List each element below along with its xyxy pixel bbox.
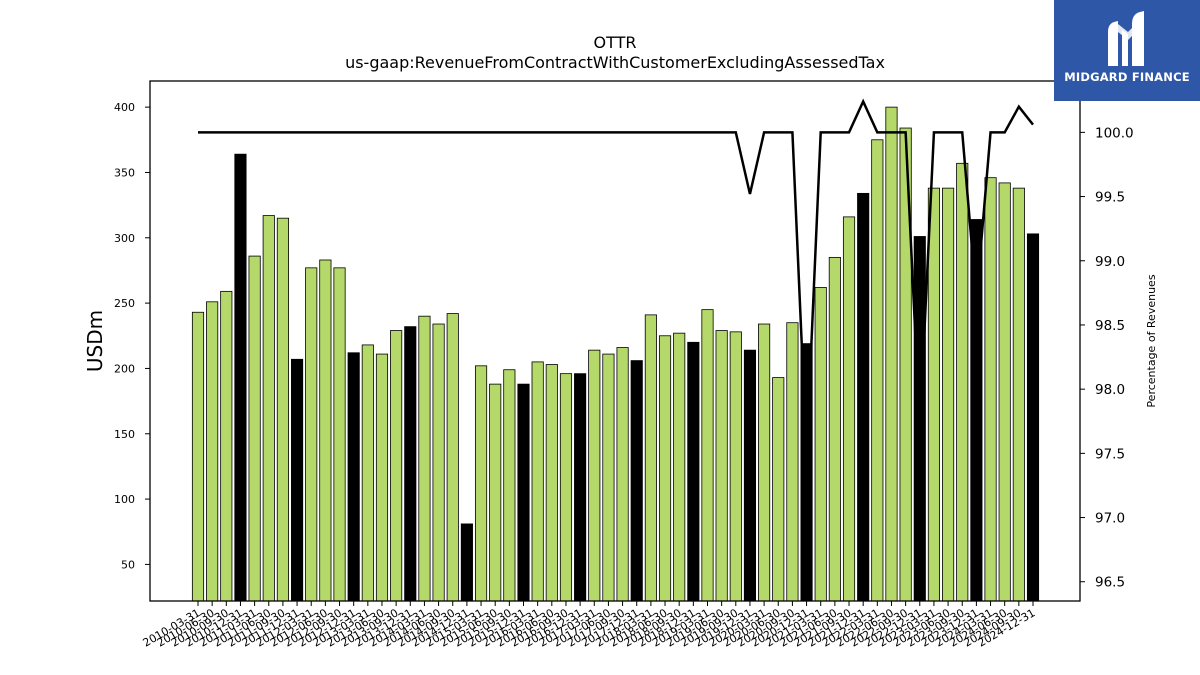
bar-2011-06-30 xyxy=(262,215,275,602)
bar-2010-09-30 xyxy=(220,290,233,602)
bar-2019-06-30 xyxy=(715,330,728,602)
bar-2015-12-31 xyxy=(517,383,530,602)
bar-2015-09-30 xyxy=(503,369,516,602)
percentage-of-revenues-line xyxy=(198,98,1034,454)
bar-2023-09-30 xyxy=(956,162,969,602)
y-tick-label: 350 xyxy=(114,166,135,179)
bar-2010-12-31 xyxy=(234,153,247,602)
bar-2017-12-31 xyxy=(630,360,643,602)
bar-2022-06-30 xyxy=(885,106,898,602)
y2-tick-label: 98.0 xyxy=(1095,382,1125,398)
bar-2013-03-31 xyxy=(361,344,374,602)
bar-2013-06-30 xyxy=(375,353,389,602)
bar-2012-12-31 xyxy=(347,352,360,602)
bar-2015-06-30 xyxy=(489,383,502,602)
chart-subtitle: us-gaap:RevenueFromContractWithCustomerE… xyxy=(345,53,885,72)
bar-2012-09-30 xyxy=(333,267,346,602)
percentage-line-group xyxy=(198,98,1034,454)
bar-2011-09-30 xyxy=(276,217,289,602)
x-axis-ticks: 2010-03-312010-06-302010-09-302010-12-31… xyxy=(141,601,1038,650)
bar-2016-03-31 xyxy=(531,361,544,602)
y2-tick-label: 97.0 xyxy=(1095,511,1125,527)
bar-2024-09-30 xyxy=(1012,187,1025,602)
bar-2018-03-31 xyxy=(644,314,657,602)
bar-2024-12-31 xyxy=(1026,233,1040,602)
bar-2017-03-31 xyxy=(588,349,601,602)
bar-2010-06-30 xyxy=(206,301,219,602)
y2-tick-label: 97.5 xyxy=(1095,446,1125,462)
y2-tick-label: 99.5 xyxy=(1095,190,1125,206)
bar-2013-12-31 xyxy=(404,326,417,602)
bar-2020-09-30 xyxy=(786,322,799,602)
bar-2021-09-30 xyxy=(842,216,856,602)
y2-tick-label: 96.5 xyxy=(1095,575,1125,591)
bar-2021-06-30 xyxy=(828,256,841,602)
bar-2010-03-31 xyxy=(191,311,205,602)
logo-mark-icon xyxy=(1108,11,1144,66)
plot-frame xyxy=(149,80,1081,602)
y2-tick-label: 100.0 xyxy=(1095,125,1134,141)
bars-group xyxy=(191,106,1040,602)
bar-2011-12-31 xyxy=(291,358,304,602)
bar-2019-09-30 xyxy=(729,331,742,602)
y2-axis-label: Percentage of Revenues xyxy=(1145,274,1158,407)
bar-2021-03-31 xyxy=(814,287,827,602)
bar-2022-03-31 xyxy=(871,139,884,602)
y-tick-label: 250 xyxy=(114,297,135,310)
y-tick-label: 400 xyxy=(114,101,135,114)
bar-2018-12-31 xyxy=(687,341,700,602)
bar-2016-09-30 xyxy=(559,373,573,602)
bar-2023-06-30 xyxy=(942,187,955,602)
bar-2011-03-31 xyxy=(248,255,261,602)
bar-2021-12-31 xyxy=(857,192,870,602)
bar-2018-06-30 xyxy=(658,335,672,602)
y-axis-ticks: 50 100 150 200 250 300 350 400 xyxy=(114,101,150,571)
bar-2014-03-31 xyxy=(418,315,431,602)
y-tick-label: 100 xyxy=(114,493,135,506)
bar-2023-12-31 xyxy=(970,219,983,602)
bar-2019-03-31 xyxy=(701,309,714,602)
bar-2013-09-30 xyxy=(390,330,403,602)
bar-2017-09-30 xyxy=(616,347,629,602)
bar-2014-06-30 xyxy=(432,323,445,602)
y-axis-label: USDm xyxy=(83,310,107,372)
y-tick-label: 50 xyxy=(121,558,135,571)
bar-2018-09-30 xyxy=(673,332,686,602)
y2-tick-label: 98.5 xyxy=(1095,318,1125,334)
bar-2020-06-30 xyxy=(772,377,785,602)
chart-title: OTTR xyxy=(594,33,637,52)
y-tick-label: 150 xyxy=(114,428,135,441)
midgard-finance-logo: MIDGARD FINANCE xyxy=(1054,0,1200,101)
y-tick-label: 200 xyxy=(114,362,135,375)
bar-2019-12-31 xyxy=(743,349,757,602)
bar-2014-12-31 xyxy=(460,523,473,602)
y-tick-label: 300 xyxy=(114,232,135,245)
y2-axis-ticks: 96.5 97.0 97.5 98.0 98.5 99.0 99.5 100.0 xyxy=(1080,125,1134,591)
bar-2024-06-30 xyxy=(998,182,1011,602)
bar-2020-03-31 xyxy=(758,323,771,602)
bar-2016-12-31 xyxy=(574,373,587,602)
logo-text: MIDGARD FINANCE xyxy=(1064,70,1190,84)
bar-2015-03-31 xyxy=(474,365,488,602)
bar-2016-06-30 xyxy=(545,364,558,602)
bar-2014-09-30 xyxy=(446,313,459,602)
bar-2012-06-30 xyxy=(319,259,332,602)
bar-2023-03-31 xyxy=(927,187,940,602)
bar-2024-03-31 xyxy=(984,177,997,602)
bar-2012-03-31 xyxy=(305,267,318,602)
bar-2017-06-30 xyxy=(602,353,615,602)
y2-tick-label: 99.0 xyxy=(1095,254,1125,270)
